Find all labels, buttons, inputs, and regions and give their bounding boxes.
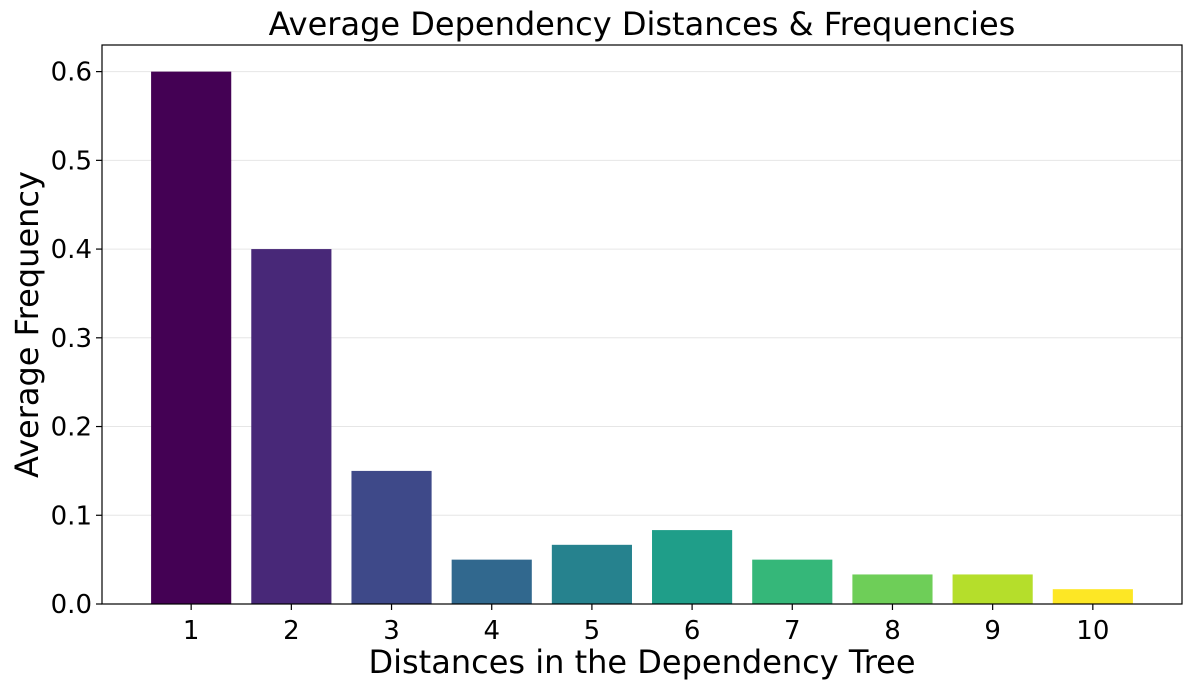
y-tick-label: 0.1: [51, 501, 92, 531]
x-tick-label: 4: [483, 616, 500, 646]
bar-6: [652, 530, 733, 604]
bar-8: [852, 574, 933, 604]
x-tick-label: 3: [383, 616, 400, 646]
bar-2: [251, 249, 332, 605]
x-axis-ticks: 1 2 3 4 5 6 7 8 9 10: [183, 604, 1109, 646]
y-axis-label: Average Frequency: [8, 171, 46, 478]
bar-7: [752, 559, 833, 604]
y-tick-label: 0.5: [51, 146, 92, 176]
x-tick-label: 2: [283, 616, 300, 646]
x-tick-label: 6: [684, 616, 701, 646]
y-axis-ticks: 0.0 0.1 0.2 0.3 0.4 0.5 0.6: [51, 58, 102, 620]
x-tick-label: 7: [784, 616, 801, 646]
bar-10: [1052, 589, 1133, 604]
x-tick-label: 1: [183, 616, 200, 646]
y-tick-label: 0.2: [51, 413, 92, 443]
plot-area-frame: [101, 44, 1183, 605]
x-tick-label: 9: [984, 616, 1001, 646]
x-tick-label: 10: [1076, 616, 1109, 646]
bar-3: [351, 470, 432, 604]
bar-9: [952, 574, 1033, 604]
bar-4: [451, 559, 532, 604]
bars: [151, 71, 1133, 605]
y-tick-label: 0.6: [51, 58, 92, 88]
y-tick-label: 0.0: [51, 590, 92, 620]
x-axis-label: Distances in the Dependency Tree: [368, 643, 915, 681]
y-tick-label: 0.4: [51, 235, 92, 265]
y-tick-label: 0.3: [51, 324, 92, 354]
x-tick-label: 5: [584, 616, 601, 646]
bar-5: [551, 544, 632, 604]
x-tick-label: 8: [884, 616, 901, 646]
chart-title: Average Dependency Distances & Frequenci…: [269, 5, 1016, 43]
bar-1: [151, 71, 232, 605]
